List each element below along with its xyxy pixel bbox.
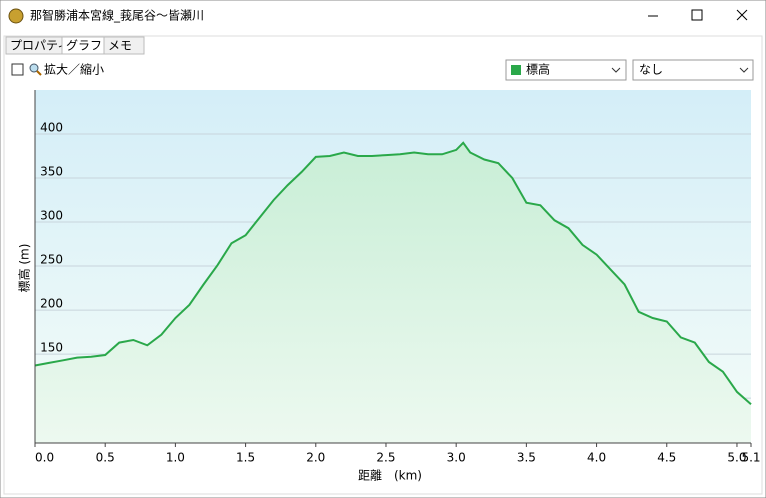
series-select-text: 標高 — [526, 62, 550, 77]
zoom-icon — [29, 63, 39, 73]
zoom-label[interactable]: 拡大／縮小 — [44, 62, 104, 77]
x-tick-label: 2.5 — [376, 451, 395, 465]
elevation-line — [34, 141, 752, 406]
x-tick-label: 1.5 — [236, 451, 255, 465]
maximize-button[interactable] — [691, 9, 703, 21]
dropdown-arrow — [739, 67, 749, 73]
tab-label: グラフ — [66, 39, 102, 53]
x-axis-label: 距離 (km) — [358, 469, 422, 483]
y-tick-label: 400 — [40, 121, 63, 135]
series-select[interactable] — [505, 59, 627, 81]
window-title: 那智勝浦本宮線_莪尾谷～皆瀬川 — [30, 8, 204, 23]
x-tick-label: 1.0 — [166, 451, 185, 465]
tab-label: プロパティ — [10, 39, 69, 53]
x-tick-label: 4.0 — [587, 451, 606, 465]
app-icon — [8, 8, 24, 24]
second-select[interactable] — [632, 59, 754, 81]
y-axis-label: 標高 (m) — [17, 244, 32, 293]
x-tick-label: 0.5 — [96, 451, 115, 465]
y-tick-label: 200 — [40, 297, 63, 311]
tab[interactable] — [103, 36, 145, 55]
series-swatch — [511, 65, 521, 75]
elevation-area — [35, 142, 751, 444]
x-tick-label: 5.0 — [727, 451, 746, 465]
close-button[interactable] — [736, 9, 748, 21]
x-tick-label: 3.5 — [517, 451, 536, 465]
zoom-checkbox[interactable] — [11, 63, 24, 76]
x-tick-label: 0.0 — [35, 451, 54, 465]
zoom-icon-handle — [36, 70, 42, 76]
x-tick-label: 4.5 — [657, 451, 676, 465]
second-select-text: なし — [639, 63, 663, 77]
y-tick-label: 300 — [40, 209, 63, 223]
tab-label: メモ — [108, 39, 132, 53]
x-tick-label: 3.0 — [447, 451, 466, 465]
y-tick-label: 250 — [40, 253, 63, 267]
x-tick-label: 2.0 — [306, 451, 325, 465]
x-tick-label: 5.1 — [741, 451, 760, 465]
dropdown-arrow — [611, 67, 621, 73]
y-tick-label: 350 — [40, 165, 63, 179]
y-tick-label: 150 — [40, 341, 63, 355]
